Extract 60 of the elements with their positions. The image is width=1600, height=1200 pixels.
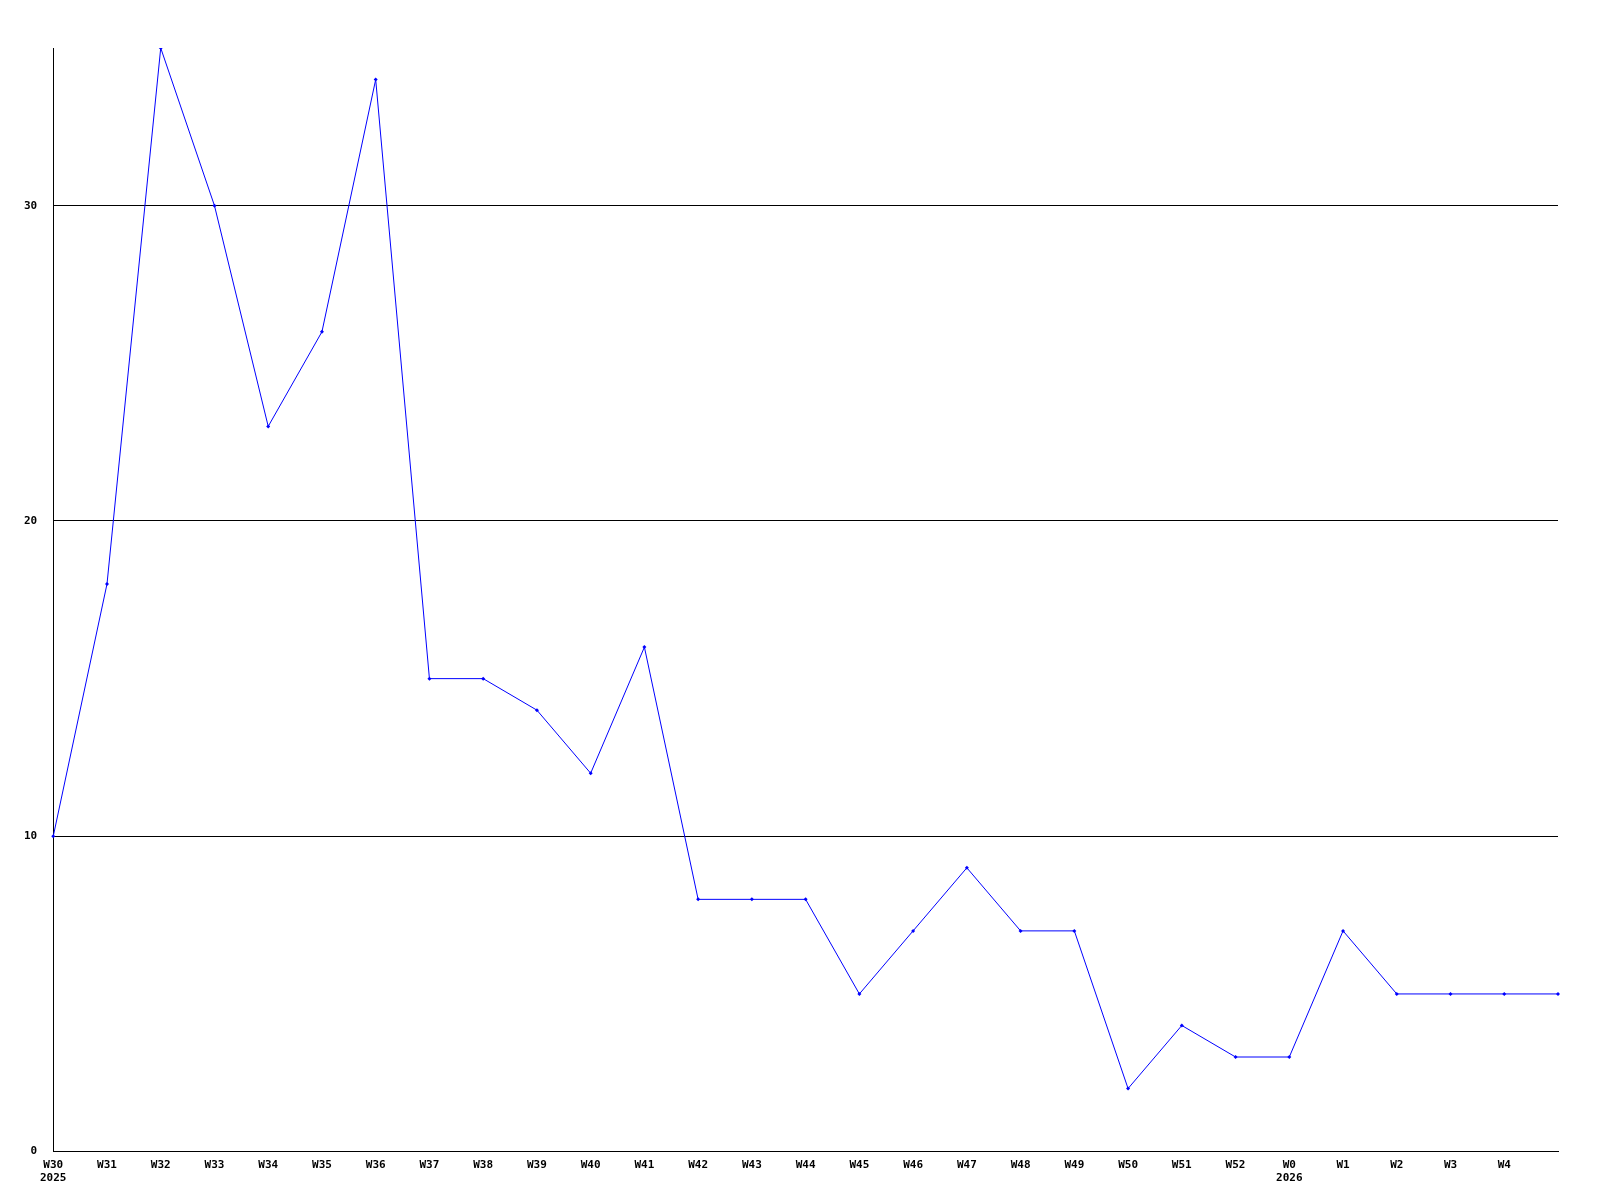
- x-tick-label: W41: [634, 1158, 655, 1172]
- x-tick-label: W35: [312, 1158, 332, 1172]
- x-tick-label: W47: [956, 1158, 977, 1172]
- x-tick-label: W44: [795, 1158, 816, 1172]
- point: [588, 771, 593, 776]
- x-tick-label: W36: [365, 1158, 386, 1172]
- point: [1018, 928, 1023, 933]
- x-tick-label: W31: [97, 1158, 118, 1172]
- point: [1179, 1023, 1184, 1028]
- x-tick-label: W48: [1010, 1158, 1031, 1172]
- x-tick-label: W52: [1225, 1158, 1246, 1172]
- point: [534, 708, 539, 713]
- x-tick-label: W33: [204, 1158, 225, 1172]
- x-tick-label: W39: [526, 1158, 547, 1172]
- x-tick-label: W40: [580, 1158, 601, 1172]
- y-tick-label: 10: [24, 829, 38, 843]
- x-tick-label: W49: [1064, 1158, 1085, 1172]
- point: [212, 203, 217, 208]
- x-tick-label: W37: [419, 1158, 440, 1172]
- x-tick-label: W32: [150, 1158, 171, 1172]
- x-tick-label: W50: [1118, 1158, 1139, 1172]
- point: [911, 928, 916, 933]
- x-tick-label: W46: [903, 1158, 924, 1172]
- point: [427, 676, 432, 681]
- point: [696, 897, 701, 902]
- y-tick-label: 0: [30, 1144, 38, 1158]
- point: [1556, 991, 1560, 996]
- point: [319, 329, 324, 334]
- point: [1072, 928, 1077, 933]
- y-tick-label: 30: [24, 198, 38, 212]
- point: [857, 991, 862, 996]
- x-tick-label: W2: [1390, 1158, 1404, 1172]
- point: [481, 676, 486, 681]
- point: [803, 897, 808, 902]
- x-tick-label: W43: [741, 1158, 762, 1172]
- point: [1233, 1055, 1238, 1060]
- point: [373, 77, 378, 82]
- y-tick-label: 20: [24, 513, 38, 527]
- x-tick-label: W51: [1171, 1158, 1193, 1172]
- point: [964, 865, 969, 870]
- x-tick-label: W30 2025: [40, 1158, 67, 1185]
- point: [1341, 928, 1346, 933]
- point: [1287, 1055, 1292, 1060]
- point: [1394, 991, 1399, 996]
- point: [266, 424, 271, 429]
- x-tick-label: W42: [688, 1158, 709, 1172]
- x-tick-label: W3: [1443, 1158, 1458, 1172]
- point: [642, 645, 647, 650]
- point: [1126, 1086, 1131, 1091]
- point: [104, 582, 109, 587]
- x-tick-label: W4: [1497, 1158, 1512, 1172]
- point: [1502, 991, 1507, 996]
- point: [51, 834, 56, 839]
- x-tick-label: W0 2026: [1276, 1158, 1303, 1185]
- x-tick-label: W45: [849, 1158, 870, 1172]
- x-tick-label: W1: [1336, 1158, 1351, 1172]
- point: [749, 897, 754, 902]
- x-tick-label: W34: [258, 1158, 279, 1172]
- point: [1448, 991, 1453, 996]
- x-tick-label: W38: [473, 1158, 494, 1172]
